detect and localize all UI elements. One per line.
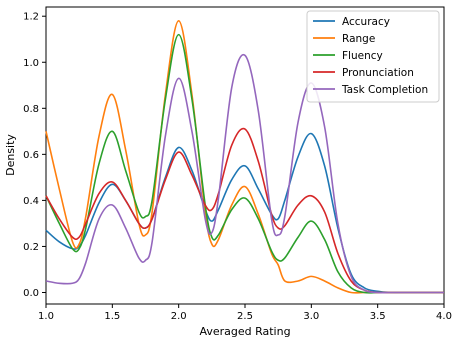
y-axis-label: Density: [4, 134, 17, 176]
y-tick-label: 0.6: [23, 150, 39, 161]
series-line-range: [45, 20, 444, 294]
x-axis-ticks: 1.0 1.5 2.0 2.5 3.0 3.5 4.0: [38, 304, 452, 322]
legend-label: Accuracy: [342, 16, 390, 28]
x-tick-label: 4.0: [436, 311, 452, 322]
legend-label: Range: [342, 33, 375, 45]
x-tick-label: 3.5: [370, 311, 386, 322]
x-tick-label: 2.0: [171, 311, 187, 322]
y-tick-label: 0.0: [23, 288, 39, 299]
y-tick-label: 0.2: [23, 242, 39, 253]
legend: Accuracy Range Fluency Pronunciation Task Co…: [306, 10, 440, 103]
legend-label: Fluency: [342, 50, 383, 62]
y-axis-ticks: 0.0 0.2 0.4 0.6 0.8 1.0 1.2: [23, 12, 46, 299]
legend-box: [306, 10, 440, 103]
series-line-fluency: [45, 33, 444, 294]
y-tick-label: 0.8: [23, 104, 39, 115]
x-tick-label: 2.5: [237, 311, 253, 322]
x-tick-label: 1.5: [104, 311, 120, 322]
x-axis-label: Averaged Rating: [199, 325, 290, 338]
x-tick-label: 1.0: [38, 311, 54, 322]
y-tick-label: 1.2: [23, 12, 39, 23]
y-tick-label: 0.4: [23, 196, 39, 207]
legend-label: Task Completion: [341, 84, 428, 96]
y-tick-label: 1.0: [23, 58, 39, 69]
legend-label: Pronunciation: [342, 67, 414, 79]
series-line-task-completion: [45, 53, 444, 294]
series-layer: [45, 20, 444, 294]
x-tick-label: 3.0: [303, 311, 319, 322]
